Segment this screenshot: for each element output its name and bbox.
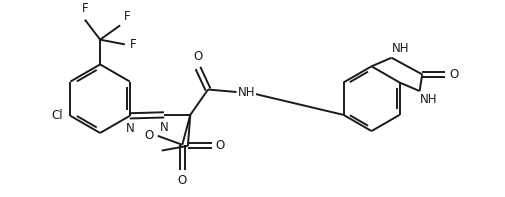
Text: N: N [160,121,169,134]
Text: NH: NH [237,85,255,98]
Text: O: O [178,174,187,187]
Text: NH: NH [420,93,437,106]
Text: N: N [125,122,134,135]
Text: O: O [216,139,225,152]
Text: O: O [449,68,458,81]
Text: O: O [193,50,203,63]
Text: Cl: Cl [52,109,63,122]
Text: F: F [130,38,136,51]
Text: NH: NH [391,42,409,55]
Text: F: F [82,2,88,15]
Text: F: F [124,10,131,23]
Text: O: O [144,129,154,142]
